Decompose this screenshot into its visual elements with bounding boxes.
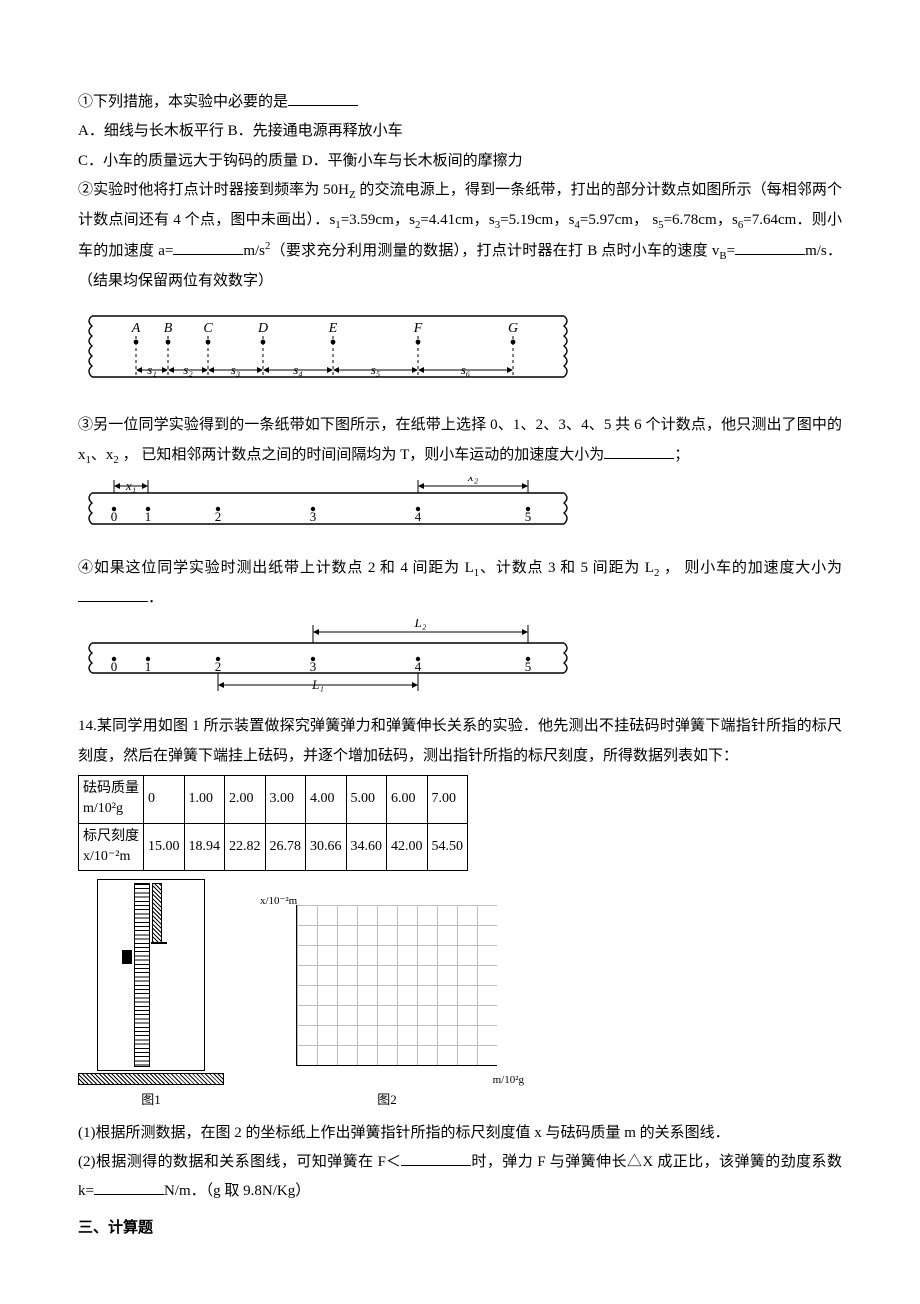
mass-cell: 0 xyxy=(144,775,185,823)
blank-vb[interactable] xyxy=(735,239,805,255)
svg-text:L₂: L₂ xyxy=(414,619,427,630)
q13-step1: ①下列措施，本实验中必要的是 xyxy=(78,94,288,110)
svg-text:s₅: s₅ xyxy=(371,362,381,377)
data-table: 砝码质量m/10²g 01.002.003.004.005.006.007.00… xyxy=(78,775,468,871)
q14-intro: 14.某同学用如图 1 所示装置做探究弹簧弹力和弹簧伸长关系的实验．他先测出不挂… xyxy=(78,712,842,771)
y-axis-label: x/10⁻²m xyxy=(260,891,297,912)
blank-a[interactable] xyxy=(173,239,243,255)
mass-cell: 2.00 xyxy=(225,775,266,823)
svg-text:2: 2 xyxy=(215,509,222,524)
seg-s2: =4.41cm，s xyxy=(420,212,494,228)
svg-text:3: 3 xyxy=(310,659,317,674)
svg-text:B: B xyxy=(164,321,173,336)
scale-cell: 54.50 xyxy=(427,823,468,871)
svg-text:G: G xyxy=(508,321,518,336)
svg-text:s₂: s₂ xyxy=(183,362,193,377)
svg-text:s₁: s₁ xyxy=(147,362,157,377)
figure-1-spring: 图1 xyxy=(78,879,224,1112)
q13-step4c: ， 则小车的加速度大小为 xyxy=(659,560,842,576)
svg-text:1: 1 xyxy=(145,659,152,674)
q14-p2a: (2)根据测得的数据和关系图线，可知弹簧在 F＜ xyxy=(78,1154,401,1170)
seg-s4: =5.97cm， xyxy=(580,212,648,228)
mass-cell: 5.00 xyxy=(346,775,387,823)
eq: = xyxy=(727,243,735,259)
svg-text:D: D xyxy=(257,321,268,336)
svg-text:2: 2 xyxy=(215,659,222,674)
svg-text:4: 4 xyxy=(415,509,422,524)
q13-step4b: 、计数点 3 和 5 间距为 L xyxy=(479,560,654,576)
svg-text:s₄: s₄ xyxy=(293,362,303,377)
x-axis-label: m/10²g xyxy=(493,1070,524,1091)
svg-text:E: E xyxy=(328,321,338,336)
scale-cell: 22.82 xyxy=(225,823,266,871)
q13-step2a: ②实验时他将打点计时器接到频率为 50H xyxy=(78,182,349,198)
svg-text:s₃: s₃ xyxy=(231,362,241,377)
seg-s5: =6.78cm，s xyxy=(664,212,738,228)
scale-cell: 34.60 xyxy=(346,823,387,871)
scale-cell: 42.00 xyxy=(387,823,428,871)
q13-step3d: ； xyxy=(674,447,689,463)
hz-sub: Z xyxy=(349,189,356,201)
svg-text:x₁: x₁ xyxy=(125,478,136,493)
svg-text:3: 3 xyxy=(310,509,317,524)
mass-cell: 3.00 xyxy=(265,775,306,823)
svg-text:0: 0 xyxy=(111,509,118,524)
scale-cell: 30.66 xyxy=(306,823,347,871)
fig1-label: 图1 xyxy=(141,1087,161,1112)
svg-text:0: 0 xyxy=(111,659,118,674)
tape-figure-1: A B C D E F Gs₁ s₂ s₃ s₄ s₅ s₆ xyxy=(78,302,842,405)
blank-measures[interactable] xyxy=(288,90,358,106)
q13-opts-1: A．细线与长木板平行 B．先接通电源再释放小车 xyxy=(78,117,842,146)
q13-step2e: （要求充分利用测量的数据），打点计时器在打 B 点时小车的速度 v xyxy=(270,243,719,259)
fig2-label: 图2 xyxy=(377,1087,397,1112)
mass-cell: 7.00 xyxy=(427,775,468,823)
figure-2-grid: x/10⁻²m m/10²g 图2 xyxy=(262,895,512,1112)
sub-B: B xyxy=(719,250,726,262)
scale-cell: 15.00 xyxy=(144,823,185,871)
svg-text:F: F xyxy=(413,321,423,336)
q13-step4d: ． xyxy=(148,590,163,606)
row1-header: 砝码质量m/10²g xyxy=(79,775,144,823)
svg-text:L₁: L₁ xyxy=(311,677,324,692)
svg-text:A: A xyxy=(131,321,141,336)
svg-text:x₂: x₂ xyxy=(467,477,479,484)
scale-cell: 18.94 xyxy=(184,823,225,871)
mass-cell: 6.00 xyxy=(387,775,428,823)
q13-step4a: ④如果这位同学实验时测出纸带上计数点 2 和 4 间距为 L xyxy=(78,560,474,576)
seg-s3: =5.19cm，s xyxy=(500,212,574,228)
tape-figure-2: 0 1 2 3 4 5 x₁ x₂ xyxy=(78,477,842,548)
row2-header: 标尺刻度x/10⁻²m xyxy=(79,823,144,871)
tape-figure-3: 0 1 2 3 4 5 L₂ L₁ xyxy=(78,619,842,706)
svg-text:1: 1 xyxy=(145,509,152,524)
q13-step3c: ， 已知相邻两计数点之间的时间间隔均为 T，则小车运动的加速度大小为 xyxy=(119,447,604,463)
mass-cell: 1.00 xyxy=(184,775,225,823)
svg-text:4: 4 xyxy=(415,659,422,674)
svg-text:5: 5 xyxy=(525,659,532,674)
mass-cell: 4.00 xyxy=(306,775,347,823)
svg-text:5: 5 xyxy=(525,509,532,524)
blank-a2[interactable] xyxy=(604,443,674,459)
seg-s1: =3.59cm，s xyxy=(341,212,415,228)
unit-ms2: m/s xyxy=(243,243,265,259)
svg-text:s₆: s₆ xyxy=(461,362,471,377)
q13-step3b: 、x xyxy=(91,447,114,463)
scale-cell: 26.78 xyxy=(265,823,306,871)
section-3-heading: 三、计算题 xyxy=(78,1214,842,1243)
q14-p1: (1)根据所测数据，在图 2 的坐标纸上作出弹簧指针所指的标尺刻度值 x 与砝码… xyxy=(78,1119,842,1148)
blank-a3[interactable] xyxy=(78,586,148,602)
blank-k[interactable] xyxy=(94,1179,164,1195)
svg-text:C: C xyxy=(203,321,213,336)
blank-F[interactable] xyxy=(401,1150,471,1166)
q14-p2c: N/m．（g 取 9.8N/Kg） xyxy=(164,1183,310,1199)
q13-opts-2: C．小车的质量远大于钩码的质量 D．平衡小车与长木板间的摩擦力 xyxy=(78,147,842,176)
